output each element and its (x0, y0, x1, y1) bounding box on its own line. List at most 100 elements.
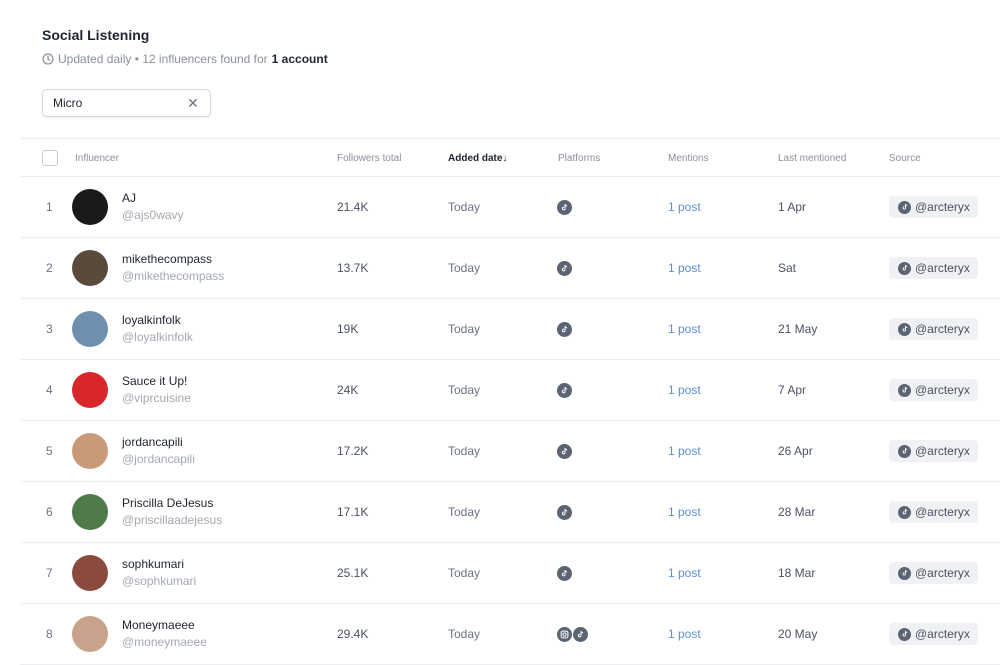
last-mentioned: Sat (778, 261, 797, 275)
source-handle: @arcteryx (915, 627, 970, 641)
instagram-icon[interactable] (557, 626, 572, 642)
table-row[interactable]: 8 Moneymaeee @moneymaeee 29.4K Today 1 p… (20, 604, 1000, 665)
subtitle-account-count[interactable]: 1 account (271, 52, 328, 66)
select-all-checkbox[interactable] (42, 150, 58, 166)
row-number: 6 (46, 505, 53, 519)
followers-total: 25.1K (337, 566, 369, 580)
row-number: 3 (46, 322, 53, 336)
source-handle: @arcteryx (915, 383, 970, 397)
filter-chip[interactable]: Micro ✕ (42, 89, 211, 117)
influencer-name[interactable]: AJ (122, 191, 137, 205)
tiktok-icon (898, 566, 911, 580)
platforms-cell (557, 604, 588, 664)
platforms-cell (557, 299, 572, 359)
mentions-link[interactable]: 1 post (668, 505, 701, 519)
source-badge[interactable]: @arcteryx (889, 562, 978, 584)
source-handle: @arcteryx (915, 322, 970, 336)
source-handle: @arcteryx (915, 200, 970, 214)
source-handle: @arcteryx (915, 444, 970, 458)
column-header-mentions[interactable]: Mentions (668, 152, 709, 164)
avatar[interactable] (72, 372, 108, 408)
avatar[interactable] (72, 250, 108, 286)
influencer-name[interactable]: sophkumari (122, 557, 185, 571)
column-header-last-mentioned[interactable]: Last mentioned (778, 152, 847, 164)
influencer-name[interactable]: Priscilla DeJesus (122, 496, 214, 510)
tiktok-icon[interactable] (557, 260, 572, 276)
influencer-name[interactable]: mikethecompass (122, 252, 213, 266)
influencer-table: Influencer Followers total Added date↓ P… (20, 138, 1000, 665)
followers-total: 19K (337, 322, 359, 336)
tiktok-icon[interactable] (557, 443, 572, 459)
column-header-platforms[interactable]: Platforms (558, 152, 601, 164)
influencer-handle[interactable]: @sophkumari (122, 574, 197, 588)
source-badge[interactable]: @arcteryx (889, 440, 978, 462)
last-mentioned: 28 Mar (778, 505, 816, 519)
tiktok-icon[interactable] (573, 626, 588, 642)
avatar[interactable] (72, 311, 108, 347)
influencer-name[interactable]: loyalkinfolk (122, 313, 181, 327)
tiktok-icon[interactable] (557, 199, 572, 215)
tiktok-icon (898, 383, 911, 397)
avatar[interactable] (72, 189, 108, 225)
platforms-cell (557, 421, 572, 481)
added-date: Today (448, 261, 481, 275)
table-row[interactable]: 7 sophkumari @sophkumari 25.1K Today 1 p… (20, 543, 1000, 604)
source-badge[interactable]: @arcteryx (889, 257, 978, 279)
source-badge[interactable]: @arcteryx (889, 623, 978, 645)
avatar[interactable] (72, 616, 108, 652)
influencer-handle[interactable]: @jordancapili (122, 452, 195, 466)
close-icon[interactable]: ✕ (187, 94, 199, 111)
influencer-name[interactable]: Sauce it Up! (122, 374, 188, 388)
source-handle: @arcteryx (915, 505, 970, 519)
mentions-link[interactable]: 1 post (668, 627, 701, 641)
influencer-name[interactable]: Moneymaeee (122, 618, 195, 632)
table-row[interactable]: 6 Priscilla DeJesus @priscillaadejesus 1… (20, 482, 1000, 543)
column-header-added-date[interactable]: Added date↓ (448, 152, 508, 164)
table-row[interactable]: 5 jordancapili @jordancapili 17.2K Today… (20, 421, 1000, 482)
mentions-link[interactable]: 1 post (668, 444, 701, 458)
mentions-link[interactable]: 1 post (668, 261, 701, 275)
page-subtitle: Updated daily • 12 influencers found for… (42, 52, 328, 66)
added-date: Today (448, 200, 481, 214)
source-badge[interactable]: @arcteryx (889, 379, 978, 401)
table-row[interactable]: 1 AJ @ajs0wavy 21.4K Today 1 post 1 Apr … (20, 177, 1000, 238)
mentions-link[interactable]: 1 post (668, 322, 701, 336)
followers-total: 21.4K (337, 200, 369, 214)
influencer-handle[interactable]: @mikethecompass (122, 269, 225, 283)
platforms-cell (557, 482, 572, 542)
source-handle: @arcteryx (915, 566, 970, 580)
source-badge[interactable]: @arcteryx (889, 196, 978, 218)
influencer-handle[interactable]: @moneymaeee (122, 635, 207, 649)
tiktok-icon[interactable] (557, 382, 572, 398)
mentions-link[interactable]: 1 post (668, 383, 701, 397)
influencer-handle[interactable]: @ajs0wavy (122, 208, 184, 222)
row-number: 5 (46, 444, 53, 458)
table-row[interactable]: 2 mikethecompass @mikethecompass 13.7K T… (20, 238, 1000, 299)
influencer-handle[interactable]: @priscillaadejesus (122, 513, 223, 527)
mentions-link[interactable]: 1 post (668, 200, 701, 214)
avatar[interactable] (72, 555, 108, 591)
tiktok-icon[interactable] (557, 565, 572, 581)
tiktok-icon[interactable] (557, 504, 572, 520)
last-mentioned: 26 Apr (778, 444, 813, 458)
platforms-cell (557, 543, 572, 603)
followers-total: 13.7K (337, 261, 369, 275)
source-badge[interactable]: @arcteryx (889, 318, 978, 340)
table-row[interactable]: 4 Sauce it Up! @viprcuisine 24K Today 1 … (20, 360, 1000, 421)
added-date: Today (448, 627, 481, 641)
column-header-influencer[interactable]: Influencer (75, 152, 119, 164)
last-mentioned: 1 Apr (778, 200, 807, 214)
avatar[interactable] (72, 494, 108, 530)
avatar[interactable] (72, 433, 108, 469)
influencer-handle[interactable]: @viprcuisine (122, 391, 191, 405)
column-header-followers[interactable]: Followers total (337, 152, 402, 164)
tiktok-icon[interactable] (557, 321, 572, 337)
mentions-link[interactable]: 1 post (668, 566, 701, 580)
source-handle: @arcteryx (915, 261, 970, 275)
table-row[interactable]: 3 loyalkinfolk @loyalkinfolk 19K Today 1… (20, 299, 1000, 360)
column-header-source[interactable]: Source (889, 152, 921, 164)
last-mentioned: 20 May (778, 627, 818, 641)
influencer-handle[interactable]: @loyalkinfolk (122, 330, 193, 344)
influencer-name[interactable]: jordancapili (122, 435, 183, 449)
source-badge[interactable]: @arcteryx (889, 501, 978, 523)
